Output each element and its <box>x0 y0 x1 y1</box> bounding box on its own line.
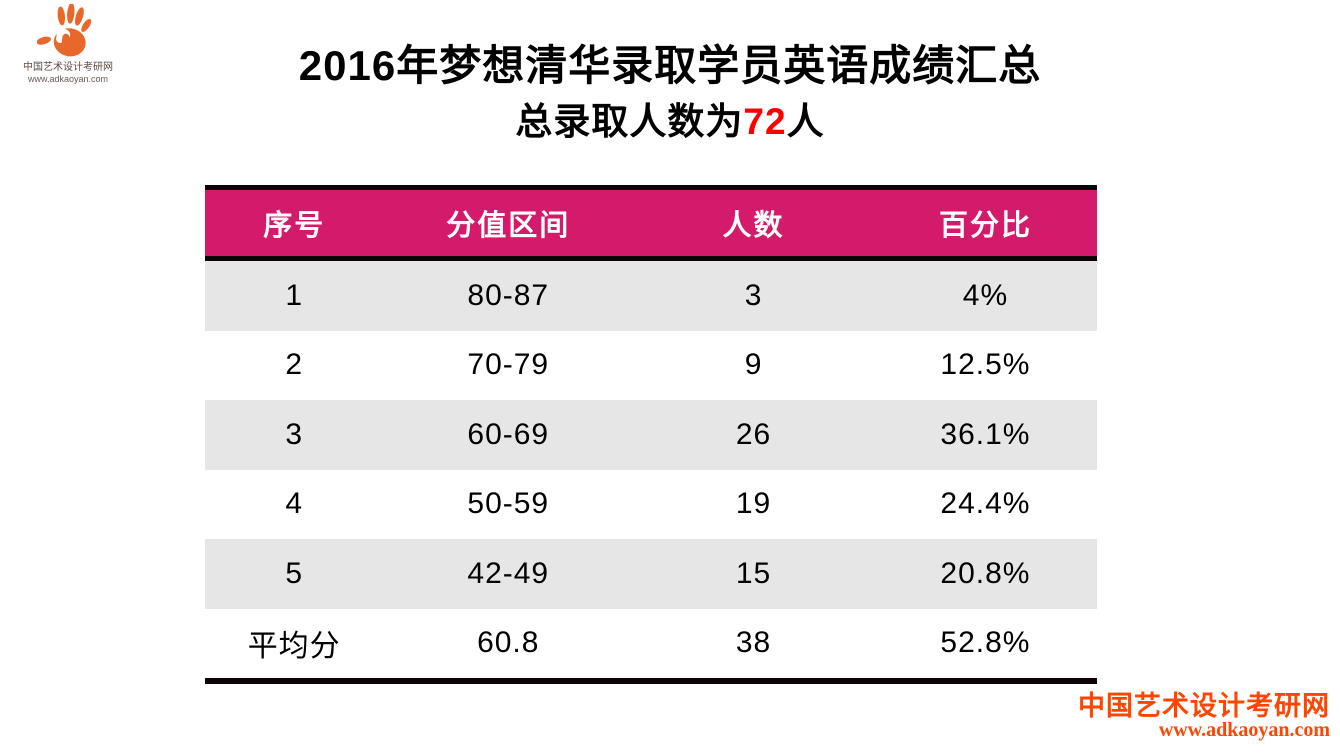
table-cell: 15 <box>735 556 772 590</box>
table-cell: 3 <box>744 278 763 312</box>
table-row: 4 50-59 19 24.4% <box>205 469 1097 539</box>
column-header-count: 人数 <box>722 210 785 242</box>
column-header-index: 序号 <box>263 210 326 242</box>
table-cell: 70-79 <box>467 348 550 382</box>
table-header-row: 序号 分值区间 人数 百分比 <box>205 190 1097 261</box>
table-cell: 5 <box>285 556 304 590</box>
footer-site-name: 中国艺术设计考研网 <box>1078 691 1330 721</box>
table-cell: 3 <box>285 417 304 451</box>
table-cell: 36.1% <box>940 417 1031 451</box>
table-cell: 60.8 <box>477 626 540 660</box>
headline-block: 2016年梦想清华录取学员英语成绩汇总 总录取人数为72人 <box>0 40 1340 144</box>
table-cell: 9 <box>744 348 763 382</box>
logo-site-url: www.adkaoyan.com <box>27 74 109 84</box>
table-cell: 2 <box>285 348 304 382</box>
footer-site-url: www.adkaoyan.com <box>1158 719 1330 742</box>
column-header-score-range: 分值区间 <box>446 210 571 242</box>
page-title: 2016年梦想清华录取学员英语成绩汇总 <box>298 42 1042 89</box>
table-cell: 4% <box>962 278 1009 312</box>
column-header-percentage: 百分比 <box>938 210 1032 242</box>
subtitle-suffix: 人 <box>786 101 825 142</box>
score-table: 序号 分值区间 人数 百分比 1 80-87 3 4% 2 70-79 9 12… <box>205 185 1097 684</box>
footer-watermark: 中国艺术设计考研网 www.adkaoyan.com <box>1078 692 1330 741</box>
table-cell: 52.8% <box>940 626 1031 660</box>
table-cell: 50-59 <box>467 487 550 521</box>
table-row: 3 60-69 26 36.1% <box>205 400 1097 470</box>
site-logo: 中国艺术设计考研网 www.adkaoyan.com <box>8 4 128 85</box>
table-cell: 42-49 <box>467 556 550 590</box>
table-cell: 20.8% <box>940 556 1031 590</box>
table-body: 1 80-87 3 4% 2 70-79 9 12.5% 3 60-69 26 … <box>205 261 1097 678</box>
table-cell: 60-69 <box>467 417 550 451</box>
table-cell: 80-87 <box>467 278 550 312</box>
subtitle-highlight-number: 72 <box>743 101 787 142</box>
table-row-average: 平均分 60.8 38 52.8% <box>205 608 1097 678</box>
table-cell: 平均分 <box>247 630 341 664</box>
table-cell: 19 <box>735 487 772 521</box>
table-cell: 1 <box>285 278 304 312</box>
table-cell: 38 <box>735 626 772 660</box>
table-cell: 4 <box>285 487 304 521</box>
handprint-icon <box>37 4 92 57</box>
page-subtitle: 总录取人数为72人 <box>0 100 1340 144</box>
table-row: 2 70-79 9 12.5% <box>205 330 1097 400</box>
table-row: 1 80-87 3 4% <box>205 261 1097 331</box>
logo-site-name: 中国艺术设计考研网 <box>23 62 113 73</box>
subtitle-prefix: 总录取人数为 <box>515 101 744 142</box>
table-row: 5 42-49 15 20.8% <box>205 539 1097 609</box>
table-cell: 26 <box>735 417 772 451</box>
table-cell: 24.4% <box>940 487 1031 521</box>
table-cell: 12.5% <box>940 348 1031 382</box>
